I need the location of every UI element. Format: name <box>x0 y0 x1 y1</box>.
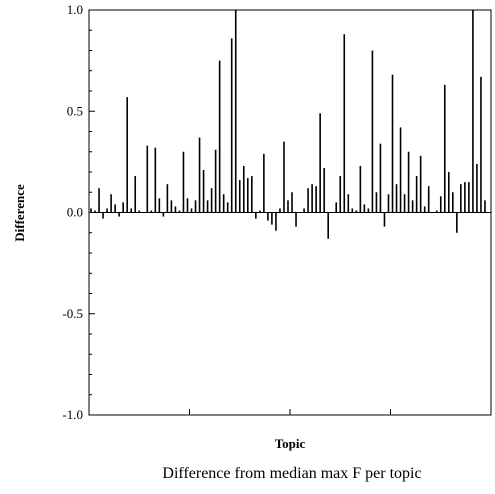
y-axis-label: Difference <box>12 184 27 242</box>
y-tick-label: 0.0 <box>67 205 83 220</box>
y-tick-label: 1.0 <box>67 2 83 17</box>
y-tick-label: 0.5 <box>67 103 83 118</box>
y-tick-label: -0.5 <box>62 306 83 321</box>
plot-area: -1.0 -0.5 0.0 0.5 1.0 <box>62 2 492 422</box>
y-tick-label: -1.0 <box>62 407 83 422</box>
chart-caption: Difference from median max F per topic <box>162 465 421 482</box>
x-axis-label: Topic <box>275 436 306 451</box>
